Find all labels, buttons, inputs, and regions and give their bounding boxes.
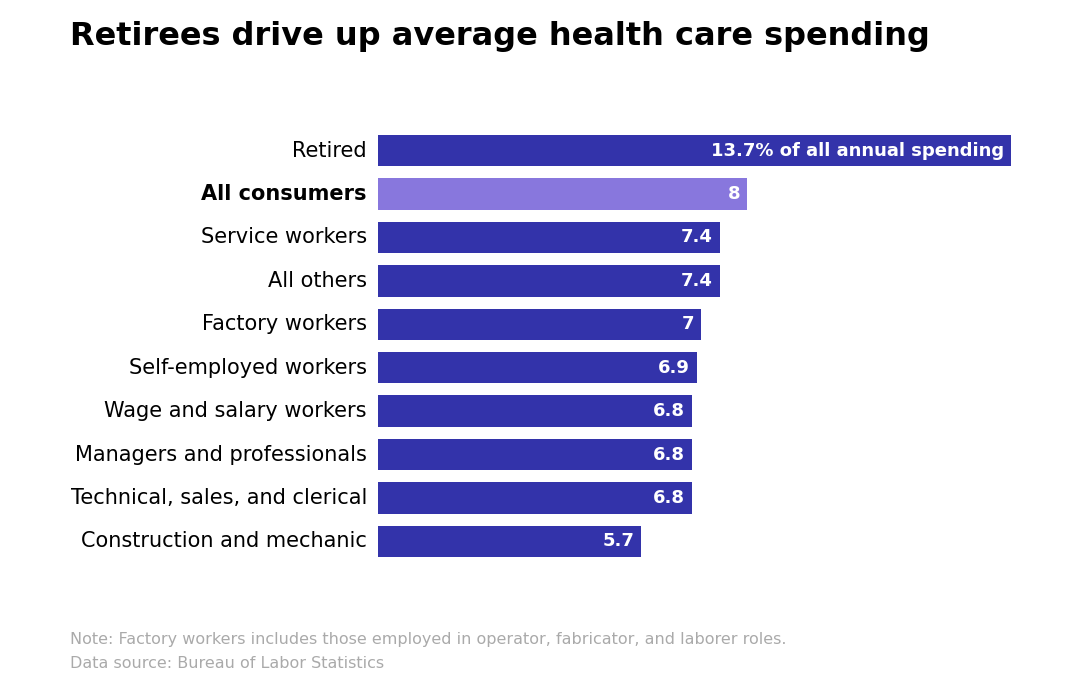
Text: 7.4: 7.4	[680, 272, 713, 290]
Text: Retirees drive up average health care spending: Retirees drive up average health care sp…	[70, 21, 930, 52]
Text: 7.4: 7.4	[680, 228, 713, 246]
Text: 6.8: 6.8	[653, 489, 685, 507]
Bar	[378, 135, 1011, 166]
Text: 6.8: 6.8	[653, 402, 685, 420]
Bar	[378, 179, 747, 210]
Text: All others: All others	[268, 271, 367, 291]
Text: 7: 7	[681, 316, 694, 334]
Text: Managers and professionals: Managers and professionals	[75, 444, 367, 464]
Bar	[378, 265, 719, 296]
Text: 8: 8	[728, 185, 741, 203]
Text: Technical, sales, and clerical: Technical, sales, and clerical	[70, 488, 367, 508]
Text: Factory workers: Factory workers	[202, 314, 367, 334]
Bar	[378, 439, 692, 470]
Text: Construction and mechanic: Construction and mechanic	[81, 531, 367, 552]
Text: Wage and salary workers: Wage and salary workers	[105, 401, 367, 421]
Text: All consumers: All consumers	[201, 184, 367, 204]
Bar	[378, 396, 692, 427]
Text: 6.9: 6.9	[658, 358, 690, 376]
Text: Service workers: Service workers	[201, 228, 367, 248]
Text: Retired: Retired	[293, 140, 367, 161]
Text: Self-employed workers: Self-employed workers	[129, 358, 367, 378]
Bar	[378, 352, 697, 383]
Text: Note: Factory workers includes those employed in operator, fabricator, and labor: Note: Factory workers includes those emp…	[70, 632, 786, 671]
Bar	[378, 309, 701, 340]
Text: 6.8: 6.8	[653, 446, 685, 464]
Bar	[378, 526, 642, 557]
Text: 13.7% of all annual spending: 13.7% of all annual spending	[711, 142, 1003, 160]
Bar	[378, 482, 692, 513]
Bar	[378, 222, 719, 253]
Text: 5.7: 5.7	[603, 532, 634, 550]
